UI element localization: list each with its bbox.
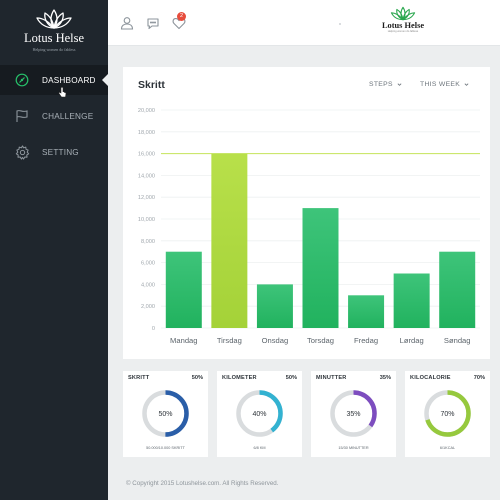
bar-mandag[interactable] xyxy=(165,251,202,328)
bar-onsdag[interactable] xyxy=(256,284,293,328)
bar-lørdag[interactable] xyxy=(393,273,430,329)
sidebar-item-challenge[interactable]: CHALLENGE xyxy=(0,101,108,131)
sidebar-item-label: SETTING xyxy=(42,147,79,157)
progress-ring-arc xyxy=(142,390,189,437)
lotus-logo-icon xyxy=(36,9,72,29)
bar-torsdag[interactable] xyxy=(302,208,339,328)
stat-subtext: 6/8 KM xyxy=(253,446,266,450)
progress-ring-value: 70% xyxy=(440,411,454,418)
y-tick-label: 14,000 xyxy=(138,173,155,179)
chart-title: Skritt xyxy=(138,79,165,91)
y-tick-label: 18,000 xyxy=(138,130,155,136)
chevron-down-icon xyxy=(397,83,402,86)
x-tick-label: Tirsdag xyxy=(217,336,242,345)
sidebar-logo[interactable]: Lotus Helse Helping women do fabless xyxy=(0,8,108,64)
progress-ring-value: 35% xyxy=(346,411,360,418)
sidebar-item-label: DASHBOARD xyxy=(42,75,96,85)
period-dropdown[interactable]: THIS WEEK xyxy=(420,81,469,88)
progress-ring-value: 50% xyxy=(158,411,172,418)
progress-ring: 70% xyxy=(424,390,471,437)
notification-badge: 2 xyxy=(177,12,186,21)
metric-dropdown[interactable]: STEPS xyxy=(369,81,402,88)
stat-label: SKRITT xyxy=(128,375,150,381)
sidebar-item-setting[interactable]: SETTING xyxy=(0,137,108,167)
sidebar-item-label: CHALLENGE xyxy=(42,111,94,121)
stat-subtext: 50.000/10.000 SKRITT xyxy=(146,446,185,450)
x-tick-label: Lørdag xyxy=(400,336,424,345)
steps-chart-card: 0 2,000 4,000 6,000 8,000 10,000 12,000 14,000 1… xyxy=(123,67,490,359)
flag-icon xyxy=(14,108,30,124)
brand-tagline: Helping women do fabless xyxy=(387,30,419,33)
chat-icon[interactable] xyxy=(146,16,160,30)
chevron-down-icon xyxy=(464,83,469,86)
y-tick-label: 8,000 xyxy=(141,239,155,245)
x-tick-label: Søndag xyxy=(444,336,471,345)
bar-tirsdag[interactable] xyxy=(211,153,248,328)
stat-percent: 70% xyxy=(473,375,485,381)
footer-copyright: © Copyright 2015 Lotushelse.com. All Rig… xyxy=(126,480,279,487)
stat-percent: 50% xyxy=(285,375,297,381)
y-tick-label: 4,000 xyxy=(141,282,155,288)
progress-ring-arc xyxy=(330,390,377,437)
stat-card-minutter: MINUTTER 35% 35% 15/30 MINUTTER xyxy=(311,371,396,457)
stat-card-skritt: SKRITT 50% 50% 50.000/10.000 SKRITT xyxy=(123,371,208,457)
metric-dropdown-label: STEPS xyxy=(369,81,393,88)
progress-ring: 50% xyxy=(142,390,189,437)
x-tick-label: Onsdag xyxy=(262,336,289,345)
y-tick-label: 12,000 xyxy=(138,195,155,201)
stat-percent: 50% xyxy=(191,375,203,381)
user-icon[interactable] xyxy=(120,16,134,30)
dashboard-icon xyxy=(14,72,30,88)
x-tick-label: Mandag xyxy=(170,336,197,345)
bar-søndag[interactable] xyxy=(439,251,476,328)
stat-label: MINUTTER xyxy=(316,375,347,381)
y-tick-label: 6,000 xyxy=(141,261,155,267)
topbar: 2 Lotus Helse Helping women do fabless xyxy=(108,0,500,46)
progress-ring-arc xyxy=(424,390,471,437)
stat-subtext: 15/30 MINUTTER xyxy=(338,446,369,450)
brand-title: Lotus Helse xyxy=(381,21,425,30)
stat-percent: 35% xyxy=(379,375,391,381)
brand-logo[interactable]: Lotus Helse Helping women do fabless xyxy=(376,6,430,34)
period-dropdown-label: THIS WEEK xyxy=(420,81,461,88)
y-tick-label: 0 xyxy=(152,326,155,332)
logo-tagline: Helping women do fabless xyxy=(32,47,76,52)
cursor-hand-icon xyxy=(58,87,67,98)
stat-card-kilocalorie: KILOCALORIE 70% 70% 6/1KCAL xyxy=(405,371,490,457)
y-tick-label: 10,000 xyxy=(138,217,155,223)
lotus-brand-icon xyxy=(390,6,416,21)
progress-ring: 40% xyxy=(236,390,283,437)
y-tick-label: 2,000 xyxy=(141,304,155,310)
stat-label: KILOCALORIE xyxy=(410,375,451,381)
stat-label: KILOMETER xyxy=(222,375,257,381)
stat-card-kilometer: KILOMETER 50% 40% 6/8 KM xyxy=(217,371,302,457)
logo-title: Lotus Helse xyxy=(23,31,85,45)
sidebar: Lotus Helse Helping women do fabless DAS… xyxy=(0,0,108,500)
x-tick-label: Fredag xyxy=(354,336,378,345)
progress-ring-value: 40% xyxy=(252,411,266,418)
progress-ring-arc xyxy=(236,390,283,437)
stat-subtext: 6/1KCAL xyxy=(439,446,456,450)
gear-icon xyxy=(14,144,30,160)
active-indicator xyxy=(102,74,108,86)
sidebar-item-dashboard[interactable]: DASHBOARD xyxy=(0,65,108,98)
y-tick-label: 20,000 xyxy=(138,108,155,114)
progress-ring: 35% xyxy=(330,390,377,437)
y-tick-label: 16,000 xyxy=(138,152,155,158)
steps-bar-chart: 0 2,000 4,000 6,000 8,000 10,000 12,000 14,000 1… xyxy=(138,108,480,345)
bar-fredag[interactable] xyxy=(348,295,385,328)
x-tick-label: Torsdag xyxy=(307,336,334,345)
divider-dot xyxy=(339,23,341,25)
